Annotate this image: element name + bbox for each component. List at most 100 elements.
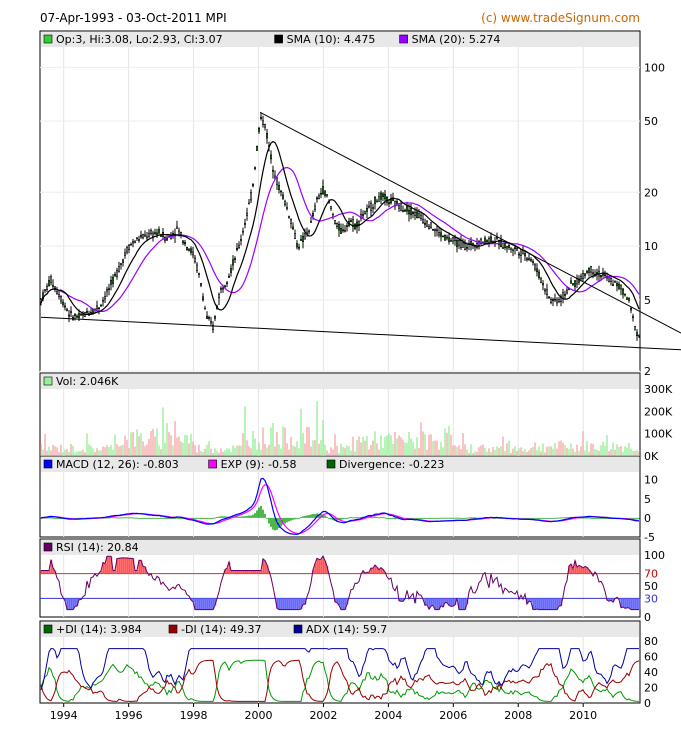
volume-bar xyxy=(578,450,580,456)
rsi-overbought-fill xyxy=(314,563,317,574)
macd-divergence-bar xyxy=(324,515,326,518)
macd-tick-label: 5 xyxy=(644,493,651,506)
rsi-oversold-fill xyxy=(528,598,531,602)
volume-bar xyxy=(516,451,518,456)
macd-divergence-bar xyxy=(304,515,306,518)
rsi-line xyxy=(41,555,639,611)
macd-legend-label: MACD (12, 26): -0.803 xyxy=(56,458,179,471)
rsi-overbought-fill xyxy=(124,558,127,574)
volume-bar xyxy=(268,444,270,456)
price-candle xyxy=(407,210,410,215)
rsi-oversold-fill xyxy=(282,598,285,610)
macd-divergence-bar xyxy=(478,517,480,519)
volume-bar xyxy=(198,444,200,456)
volume-bar xyxy=(58,452,60,456)
price-candle xyxy=(220,287,223,290)
macd-divergence-bar xyxy=(604,517,606,519)
price-candle xyxy=(186,246,189,251)
volume-bar xyxy=(356,440,358,456)
price-candle xyxy=(154,232,157,234)
macd-divergence-bar xyxy=(350,517,352,519)
macd-divergence-bar xyxy=(472,517,474,519)
price-candle xyxy=(78,313,81,318)
volume-bar xyxy=(90,445,92,456)
volume-bar xyxy=(48,446,50,456)
price-candle xyxy=(513,247,516,249)
price-candle xyxy=(465,247,468,249)
volume-bar xyxy=(64,449,66,456)
volume-bar xyxy=(438,449,440,456)
price-candle xyxy=(218,294,221,299)
volume-bar xyxy=(480,445,482,456)
macd-divergence-bar xyxy=(536,517,538,519)
price-candle xyxy=(196,264,199,271)
price-candle xyxy=(615,283,618,287)
volume-bar xyxy=(474,451,476,456)
price-candle xyxy=(501,247,504,249)
macd-divergence-bar xyxy=(416,517,418,519)
volume-bar xyxy=(332,449,334,456)
price-candle xyxy=(387,202,390,204)
price-candle xyxy=(246,212,249,216)
macd-divergence-bar xyxy=(388,517,390,519)
rsi-oversold-fill xyxy=(214,598,217,606)
price-candle xyxy=(429,222,432,229)
price-candle xyxy=(367,205,370,208)
x-tick-label: 2010 xyxy=(569,709,597,722)
macd-divergence-bar xyxy=(446,517,448,519)
price-candle xyxy=(257,127,260,132)
sma10-line xyxy=(40,140,640,316)
macd-divergence-bar xyxy=(190,517,192,519)
macd-divergence-bar xyxy=(144,517,146,519)
macd-divergence-bar xyxy=(286,517,288,523)
macd-divergence-bar xyxy=(314,513,316,518)
macd-divergence-bar xyxy=(392,517,394,519)
volume-bar xyxy=(42,449,44,456)
volume-bar xyxy=(238,445,240,456)
price-candle xyxy=(136,237,139,239)
volume-bar xyxy=(206,444,208,456)
volume-bar xyxy=(292,445,294,456)
volume-bar xyxy=(164,442,166,456)
price-candle xyxy=(198,273,201,275)
price-candle xyxy=(463,243,466,250)
volume-bar xyxy=(82,449,84,456)
macd-divergence-bar xyxy=(586,517,588,519)
rsi-overbought-fill xyxy=(570,564,573,574)
volume-bar xyxy=(610,449,612,456)
rsi-overbought-fill xyxy=(112,570,115,574)
volume-bar xyxy=(550,446,552,456)
macd-divergence-bar xyxy=(40,517,42,519)
volume-bar xyxy=(324,444,326,456)
macd-divergence-bar xyxy=(638,517,640,519)
price-candle xyxy=(116,270,119,277)
volume-bar xyxy=(190,434,192,456)
volume-bar xyxy=(276,432,278,456)
rsi-overbought-fill xyxy=(574,560,577,574)
price-candle xyxy=(509,247,512,250)
rsi-oversold-fill xyxy=(538,598,541,610)
volume-bar xyxy=(416,437,418,456)
rsi-oversold-fill xyxy=(204,598,207,610)
price-candle xyxy=(86,311,89,314)
volume-bar xyxy=(216,450,218,456)
rsi-oversold-fill xyxy=(558,598,561,607)
price-candle xyxy=(236,248,239,251)
volume-bar xyxy=(194,445,196,456)
panel-price xyxy=(39,30,641,372)
price-candle xyxy=(57,294,60,297)
rsi-overbought-fill xyxy=(252,570,255,574)
rsi-oversold-fill xyxy=(76,598,79,607)
rsi-oversold-fill xyxy=(636,598,639,610)
rsi-oversold-fill xyxy=(402,598,405,602)
volume-bar xyxy=(242,433,244,456)
price-candle xyxy=(483,237,486,244)
volume-bar xyxy=(84,452,86,456)
macd-divergence-bar xyxy=(592,517,594,519)
volume-bar xyxy=(384,436,386,456)
x-tick-label: 2006 xyxy=(439,709,467,722)
price-candle xyxy=(373,197,376,204)
price-candle xyxy=(259,117,262,119)
volume-bar xyxy=(488,448,490,456)
macd-divergence-bar xyxy=(352,517,354,519)
